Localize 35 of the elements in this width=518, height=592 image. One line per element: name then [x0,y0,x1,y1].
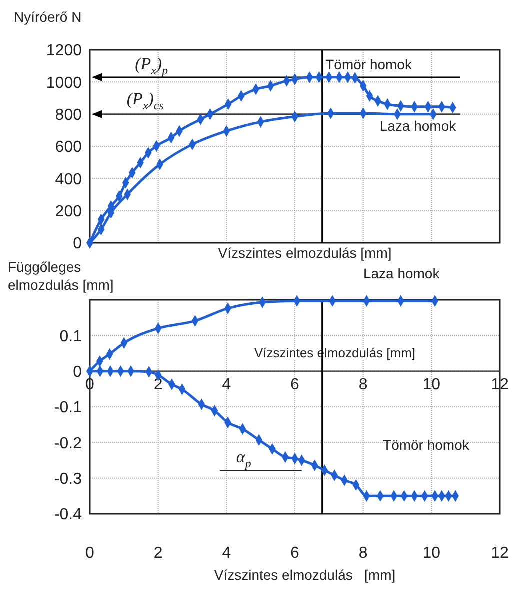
ref-line-label: (P$_{x}$)$_{p}$ [135,54,168,78]
y-axis-title: Függőleges elmozdulás [mm] [8,259,114,293]
x-tick-label: 4 [222,545,232,562]
y-tick-label: 0.1 [60,328,82,346]
x2-tick-label: 10 [422,376,441,394]
x-tick-label: 6 [290,545,300,562]
x2-tick-label: 8 [358,376,368,394]
y-tick-label: 800 [55,106,82,124]
y-tick-label: -0.1 [54,400,82,417]
annotation: α$_{p}$ [236,448,252,470]
ref-line-label: (P$_{x}$)$_{cs}$ [126,89,164,112]
y-axis-title: Nyíróerő N [14,9,82,25]
series-label: Laza homok [380,118,458,134]
y-tick-label: -0.4 [54,506,82,524]
x-tick-label: 8 [358,545,368,562]
series-label: Tömör homok [326,56,413,72]
x-axis-title: Vízszintes elmozdulás [mm] [218,245,392,261]
x-tick-label: 10 [422,545,441,562]
y-tick-label: 200 [55,203,82,220]
x-axis-title: Vízszintes elmozdulás [mm] [214,567,396,583]
y-tick-label: 600 [55,139,82,156]
x-tick-label: 2 [154,545,163,562]
y-tick-label: 0 [73,236,82,253]
text: Tömör homok [383,436,470,453]
y-tick-label: 1000 [46,74,82,92]
y-tick-label: 1200 [46,42,82,60]
y-tick-label: 0 [73,364,82,381]
x-tick-label: 12 [491,545,509,562]
y-tick-label: 400 [55,171,82,188]
x2-tick-label: 6 [290,376,300,394]
series-label: Laza homok [363,266,441,282]
x-tick-label: 0 [86,545,95,562]
y-tick-label: -0.2 [54,435,82,452]
y-tick-label: -0.3 [54,470,82,488]
x2-tick-label: 4 [222,376,232,394]
